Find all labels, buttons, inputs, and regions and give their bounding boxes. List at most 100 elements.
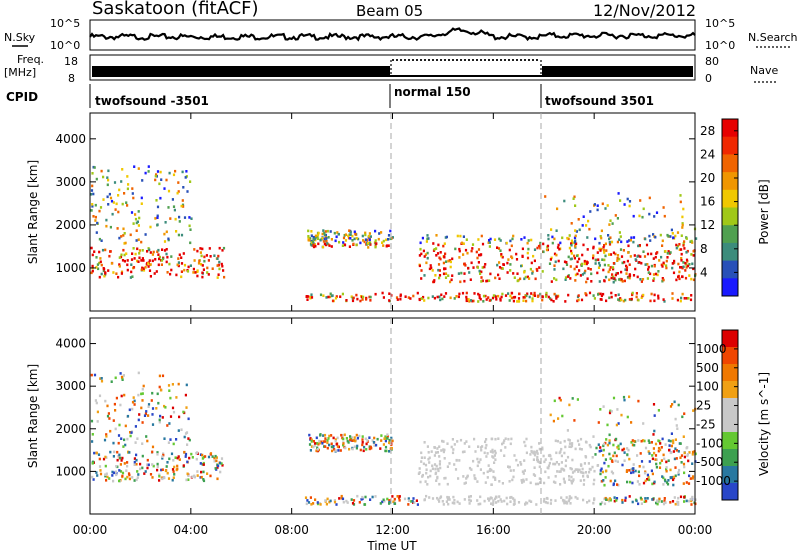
heatmap-cell bbox=[164, 469, 167, 473]
heatmap-cell bbox=[155, 270, 158, 273]
heatmap-cell bbox=[381, 291, 384, 295]
heatmap-cell bbox=[351, 439, 354, 442]
heatmap-cell bbox=[130, 211, 134, 214]
heatmap-cell bbox=[497, 247, 501, 250]
heatmap-cell bbox=[520, 264, 523, 268]
heatmap-cell bbox=[106, 195, 109, 199]
heatmap-cell bbox=[545, 291, 548, 295]
heatmap-cell bbox=[541, 447, 544, 451]
velocity-ylabel: Slant Range [km] bbox=[26, 364, 40, 468]
heatmap-cell bbox=[605, 438, 608, 441]
heatmap-cell bbox=[436, 252, 440, 255]
heatmap-cell bbox=[345, 437, 348, 440]
heatmap-cell bbox=[584, 455, 588, 459]
heatmap-cell bbox=[677, 403, 680, 407]
cpid-row: CPID twofsound -3501 normal 150 twofsoun… bbox=[6, 84, 654, 108]
heatmap-cell bbox=[317, 242, 320, 246]
heatmap-cell bbox=[623, 260, 626, 264]
heatmap-cell bbox=[574, 273, 577, 277]
heatmap-cell bbox=[620, 240, 623, 244]
heatmap-cell bbox=[441, 500, 444, 503]
heatmap-cell bbox=[683, 297, 686, 300]
heatmap-cell bbox=[181, 170, 184, 174]
heatmap-cell bbox=[465, 291, 468, 295]
heatmap-cell bbox=[683, 500, 686, 503]
heatmap-cell bbox=[664, 250, 667, 253]
heatmap-cell bbox=[126, 437, 129, 441]
heatmap-cell bbox=[535, 503, 538, 506]
heatmap-cell bbox=[426, 251, 429, 255]
heatmap-cell bbox=[592, 482, 595, 486]
heatmap-cell bbox=[170, 452, 174, 456]
heatmap-cell bbox=[665, 469, 668, 473]
heatmap-cell bbox=[675, 278, 678, 282]
heatmap-cell bbox=[135, 453, 138, 457]
heatmap-cell bbox=[166, 424, 169, 427]
heatmap-cell bbox=[399, 294, 402, 298]
heatmap-cell bbox=[141, 421, 144, 424]
heatmap-cell bbox=[433, 279, 436, 282]
heatmap-cell bbox=[633, 443, 636, 447]
heatmap-cell bbox=[589, 468, 592, 471]
heatmap-cell bbox=[201, 457, 204, 460]
heatmap-cell bbox=[459, 234, 462, 238]
heatmap-cell bbox=[323, 231, 326, 235]
heatmap-cell bbox=[137, 210, 140, 213]
heatmap-cell bbox=[631, 439, 634, 442]
heatmap-cell bbox=[154, 217, 157, 220]
heatmap-cell bbox=[154, 178, 157, 182]
heatmap-cell bbox=[158, 479, 161, 482]
heatmap-cell bbox=[222, 269, 225, 272]
x-tick-label: 16:00 bbox=[476, 523, 511, 537]
heatmap-cell bbox=[668, 444, 671, 447]
heatmap-cell bbox=[677, 473, 680, 476]
heatmap-cell bbox=[619, 235, 622, 238]
heatmap-cell bbox=[566, 275, 570, 278]
heatmap-cell bbox=[478, 461, 481, 464]
heatmap-cell bbox=[674, 474, 677, 478]
heatmap-cell bbox=[579, 437, 583, 441]
heatmap-cell bbox=[135, 462, 138, 466]
heatmap-cell bbox=[171, 468, 175, 471]
heatmap-cell bbox=[568, 475, 571, 478]
heatmap-cell bbox=[608, 253, 611, 256]
heatmap-cell bbox=[152, 250, 155, 254]
heatmap-cell bbox=[592, 256, 595, 260]
colorbar-swatch bbox=[722, 347, 738, 365]
heatmap-cell bbox=[184, 455, 187, 458]
heatmap-cell bbox=[567, 237, 570, 241]
heatmap-cell bbox=[117, 275, 120, 279]
heatmap-cell bbox=[381, 500, 384, 504]
heatmap-cell bbox=[438, 274, 442, 277]
heatmap-cell bbox=[511, 237, 514, 241]
heatmap-cell bbox=[499, 299, 502, 302]
heatmap-cell bbox=[407, 296, 410, 299]
heatmap-cell bbox=[128, 473, 131, 477]
heatmap-cell bbox=[355, 293, 358, 297]
heatmap-cell bbox=[336, 231, 339, 234]
heatmap-cell bbox=[616, 240, 619, 244]
heatmap-cell bbox=[173, 208, 176, 212]
heatmap-cell bbox=[434, 467, 437, 471]
heatmap-cell bbox=[592, 435, 595, 438]
heatmap-cell bbox=[135, 239, 138, 242]
heatmap-cell bbox=[556, 207, 559, 211]
heatmap-cell bbox=[622, 395, 626, 399]
heatmap-cell bbox=[424, 253, 427, 256]
heatmap-cell bbox=[327, 295, 330, 299]
heatmap-cell bbox=[117, 441, 120, 445]
heatmap-cell bbox=[625, 272, 628, 275]
heatmap-cell bbox=[324, 437, 327, 440]
heatmap-cell bbox=[478, 294, 481, 297]
heatmap-cell bbox=[144, 412, 147, 416]
heatmap-cell bbox=[546, 501, 549, 505]
heatmap-cell bbox=[576, 254, 579, 258]
heatmap-cell bbox=[99, 260, 102, 264]
heatmap-cell bbox=[442, 450, 445, 454]
heatmap-cell bbox=[199, 247, 202, 250]
heatmap-cell bbox=[324, 445, 327, 448]
heatmap-cell bbox=[358, 501, 361, 504]
heatmap-cell bbox=[310, 438, 313, 442]
heatmap-cell bbox=[642, 422, 645, 425]
heatmap-cell bbox=[672, 441, 675, 445]
